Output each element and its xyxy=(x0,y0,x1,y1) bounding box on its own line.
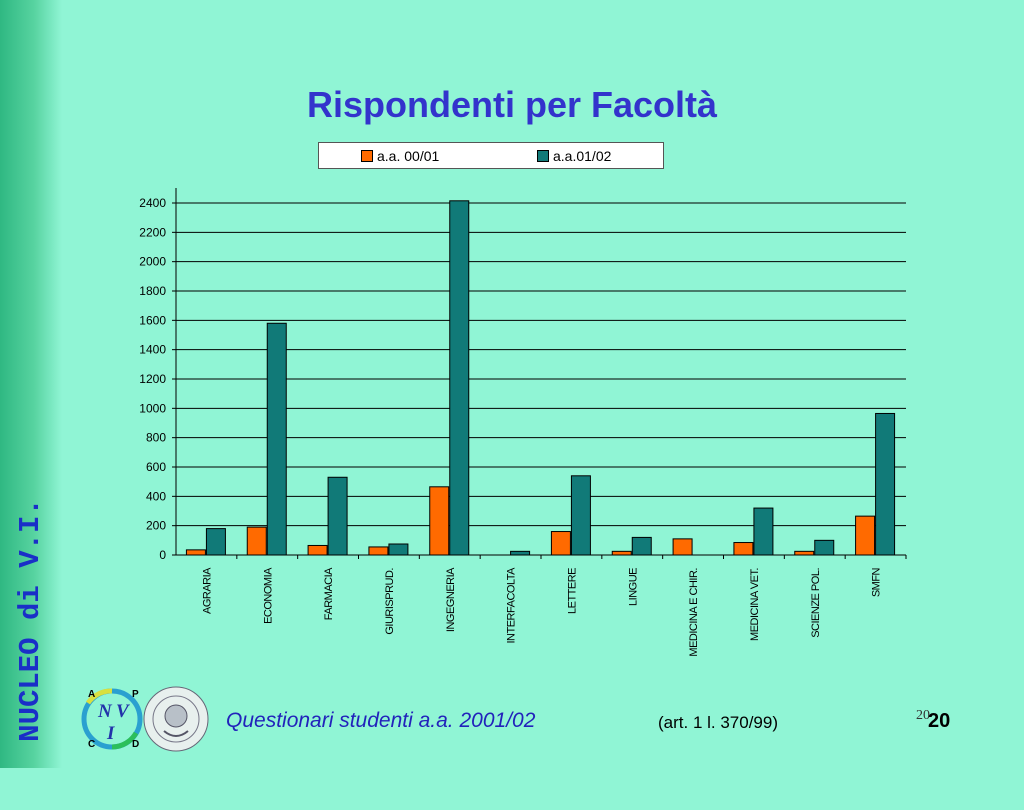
svg-text:V: V xyxy=(116,701,130,722)
chart-legend: a.a. 00/01 a.a.01/02 xyxy=(318,142,664,169)
x-category-label: MEDICINA VET. xyxy=(749,568,761,641)
x-category-label: LETTERE xyxy=(566,568,578,614)
y-tick-label: 0 xyxy=(159,548,166,562)
bar-series1 xyxy=(794,550,815,556)
bar-series1 xyxy=(368,546,389,556)
x-category-label: MEDICINA E CHIR. xyxy=(688,568,700,657)
legend-swatch-series2 xyxy=(537,150,549,162)
bar-series1 xyxy=(855,515,876,556)
legend-label-series2: a.a.01/02 xyxy=(553,148,612,164)
svg-text:A: A xyxy=(88,689,95,700)
y-tick-label: 800 xyxy=(146,431,166,445)
bar-series2 xyxy=(570,475,591,556)
x-category-label: AGRARIA xyxy=(201,567,213,614)
x-category-label: SCIENZE POL. xyxy=(810,568,822,638)
y-tick-label: 1000 xyxy=(139,401,166,415)
y-tick-label: 200 xyxy=(146,519,166,533)
y-tick-label: 600 xyxy=(146,460,166,474)
bar-series2 xyxy=(449,200,470,556)
y-tick-label: 2000 xyxy=(139,255,166,269)
x-category-label: GIURISPRUD. xyxy=(384,568,396,635)
svg-text:C: C xyxy=(88,739,95,750)
nvi-logo: N V I A P C D xyxy=(81,686,209,752)
bar-series1 xyxy=(185,549,206,556)
footer-title: Questionari studenti a.a. 2001/02 xyxy=(226,709,536,732)
bar-series2 xyxy=(205,528,226,556)
x-category-label: LINGUE xyxy=(627,568,639,606)
bar-chart: 0 200 400 600 800 1000 1200 1400 1600 1800 2000 220… xyxy=(139,188,907,657)
bar-series2 xyxy=(631,536,652,556)
x-category-label: ECONOMIA xyxy=(262,567,274,624)
bar-series2 xyxy=(753,507,774,556)
slide-number-small: 20 xyxy=(916,708,930,723)
bar-series1 xyxy=(307,544,328,556)
y-tick-label: 2400 xyxy=(139,196,166,210)
svg-text:I: I xyxy=(106,723,115,744)
x-category-label: FARMACIA xyxy=(323,567,335,620)
bar-series2 xyxy=(875,412,896,556)
bar-series1 xyxy=(550,531,571,556)
x-category-label: SMFN xyxy=(871,567,883,597)
bar-series1 xyxy=(611,550,632,556)
x-category-label: INGEGNERIA xyxy=(445,567,457,632)
x-category-label: INTERFACOLTA xyxy=(506,567,518,644)
bar-series2 xyxy=(814,539,835,556)
y-tick-label: 1200 xyxy=(139,372,166,386)
bar-series2 xyxy=(510,550,531,556)
legend-item-series2: a.a.01/02 xyxy=(537,148,611,164)
footer-reference: (art. 1 l. 370/99) xyxy=(658,713,779,732)
bar-series1 xyxy=(429,486,450,556)
svg-text:P: P xyxy=(132,689,139,700)
slide-number: 20 xyxy=(928,710,951,732)
y-tick-label: 1600 xyxy=(139,313,166,327)
legend-label-series1: a.a. 00/01 xyxy=(377,148,440,164)
legend-swatch-series1 xyxy=(361,150,373,162)
sidebar xyxy=(0,0,62,768)
y-tick-label: 1400 xyxy=(139,343,166,357)
svg-text:D: D xyxy=(132,739,139,750)
bar-series2 xyxy=(388,543,409,556)
y-tick-label: 2200 xyxy=(139,225,166,239)
y-tick-label: 1800 xyxy=(139,284,166,298)
bar-series1 xyxy=(246,526,267,556)
bar-series1 xyxy=(733,542,754,556)
bar-series1 xyxy=(672,538,693,556)
bar-series2 xyxy=(327,476,348,556)
y-tick-label: 400 xyxy=(146,489,166,503)
bar-series2 xyxy=(266,322,287,556)
legend-item-series1: a.a. 00/01 xyxy=(361,148,439,164)
svg-text:N: N xyxy=(97,701,113,722)
chart-title: Rispondenti per Facoltà xyxy=(306,84,718,125)
